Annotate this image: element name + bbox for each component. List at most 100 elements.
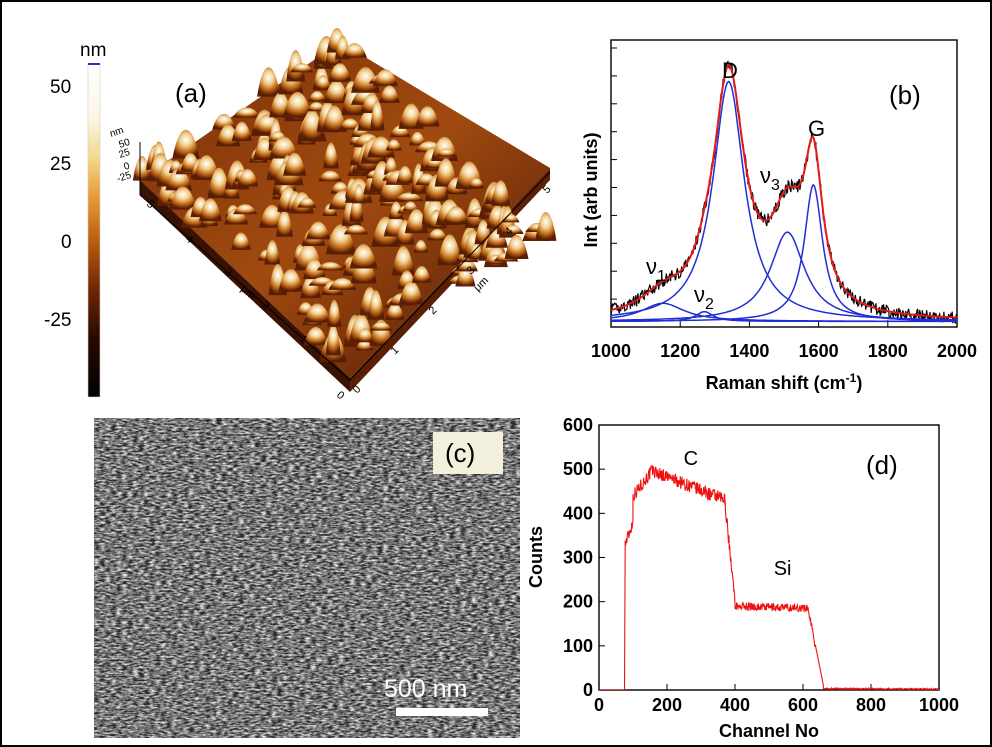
colorbar-tick-25: 25 — [50, 154, 71, 175]
rbs-x-tick-label: 200 — [652, 695, 682, 715]
raman-peak-labels: ν1 ν2 Dν3 G — [646, 58, 825, 313]
afm-grain — [349, 244, 378, 269]
afm-grain — [327, 299, 342, 327]
afm-surface-front-edge — [140, 180, 350, 392]
afm-grain — [367, 136, 395, 158]
panel-a-label: (a) — [175, 78, 207, 108]
rbs-annotation: Si — [774, 558, 792, 580]
afm-grain — [282, 91, 312, 118]
rbs-y-tick-label: 0 — [583, 680, 593, 700]
afm-grain — [343, 224, 369, 235]
rbs-y-tick-label: 200 — [563, 592, 593, 612]
afm-z-tick-neg25: -25 — [116, 170, 134, 185]
afm-grain — [436, 148, 456, 157]
colorbar-unit: nm — [80, 40, 106, 61]
raman-fit-peak — [611, 183, 957, 322]
afm-grain — [385, 303, 405, 320]
afm-grain — [264, 240, 281, 265]
afm-grain — [355, 328, 374, 343]
afm-grain — [456, 259, 478, 272]
rbs-annotations: C Si — [684, 448, 792, 580]
afm-grains — [132, 27, 557, 363]
afm-grain — [342, 43, 367, 58]
afm-grain — [351, 184, 366, 204]
afm-grain — [306, 221, 331, 240]
afm-grain — [391, 246, 415, 276]
afm-grain — [437, 234, 462, 266]
afm-grain — [231, 121, 252, 142]
raman-y-ticks — [611, 47, 617, 300]
afm-grain — [323, 142, 339, 169]
raman-peak-label: ν2 — [694, 282, 714, 313]
afm-right-tick-1: 1 — [389, 344, 402, 357]
afm-grain — [402, 201, 419, 212]
afm-grain — [198, 198, 222, 222]
afm-grain — [303, 326, 328, 346]
raman-fit-peak — [611, 231, 957, 321]
afm-grain — [434, 158, 458, 187]
rbs-x-tick-label: 800 — [856, 695, 886, 715]
raman-plot-frame — [610, 39, 958, 328]
afm-grain — [297, 197, 317, 208]
afm-right-tick-0: 0 — [351, 383, 364, 396]
rbs-y-ticks: 0 100 200 300 400 500 600 — [563, 415, 605, 700]
colorbar — [87, 63, 101, 398]
afm-grain — [132, 156, 152, 181]
afm-grain — [351, 67, 381, 93]
afm-grain — [231, 232, 251, 250]
afm-grain — [233, 204, 258, 215]
rbs-y-tick-label: 600 — [563, 415, 593, 435]
afm-grain — [172, 129, 200, 159]
panel-d-label: (d) — [866, 450, 898, 480]
afm-grain — [413, 239, 429, 253]
afm-grain — [257, 67, 281, 97]
rbs-y-tick-label: 100 — [563, 636, 593, 656]
afm-grain — [169, 186, 197, 210]
colorbar-tick-0: 0 — [61, 232, 72, 253]
raman-x-ticks: 1000 1200 1400 1600 1800 2000 — [591, 320, 977, 361]
afm-grain — [367, 290, 385, 320]
afm-grain — [321, 105, 347, 132]
colorbar-tick-50: 50 — [50, 77, 71, 98]
afm-grain — [370, 99, 385, 131]
afm-grain — [385, 139, 402, 151]
afm-z-tick-25: 25 — [118, 147, 132, 161]
panel-b-label: (b) — [889, 80, 921, 110]
afm-grain — [316, 262, 344, 271]
afm-grain — [409, 131, 426, 146]
afm-grain — [396, 165, 414, 184]
rbs-x-ticks: 0 200 400 600 800 1000 — [594, 684, 959, 715]
rbs-spectrum — [599, 464, 939, 690]
panel-a-afm: nm 50 25 0 -25 nm 50 25 0 -25 5 4 3 2 1 … — [44, 27, 557, 402]
afm-grain — [308, 91, 327, 102]
afm-grain — [303, 303, 332, 323]
afm-grain — [355, 339, 374, 351]
afm-grain — [442, 206, 470, 224]
raman-peak-label: G — [808, 116, 825, 141]
afm-grain — [328, 277, 357, 290]
raman-y-label: Int (arb units) — [581, 133, 601, 248]
afm-grain — [269, 136, 299, 159]
afm-left-axis — [139, 194, 351, 381]
raman-peak-label: ν1 — [646, 254, 666, 285]
afm-grain — [535, 211, 557, 241]
panel-d-rbs: 0 100 200 300 400 500 600 0 200 400 600 800 1000 C S… — [526, 415, 959, 741]
afm-grain — [372, 69, 399, 87]
afm-grain — [325, 324, 341, 356]
afm-grain — [314, 75, 332, 90]
raman-raw-spectrum — [611, 60, 957, 324]
panel-c-sem: (c) 500 nm — [94, 418, 520, 738]
rbs-x-label: Channel No — [719, 721, 819, 741]
raman-x-tick-label: 1000 — [591, 341, 631, 361]
rbs-y-label: Counts — [526, 526, 546, 588]
panel-c-label-box — [433, 432, 503, 474]
raman-x-tick-label: 1400 — [729, 341, 769, 361]
panel-c-label: (c) — [445, 438, 475, 468]
rbs-y-tick-label: 500 — [563, 459, 593, 479]
sem-scale-bar-label: 500 nm — [384, 675, 467, 703]
afm-grain — [369, 321, 393, 331]
afm-grain — [237, 168, 259, 187]
afm-z-tick-50: 50 — [118, 137, 132, 151]
afm-z-tick-0: 0 — [123, 161, 132, 173]
